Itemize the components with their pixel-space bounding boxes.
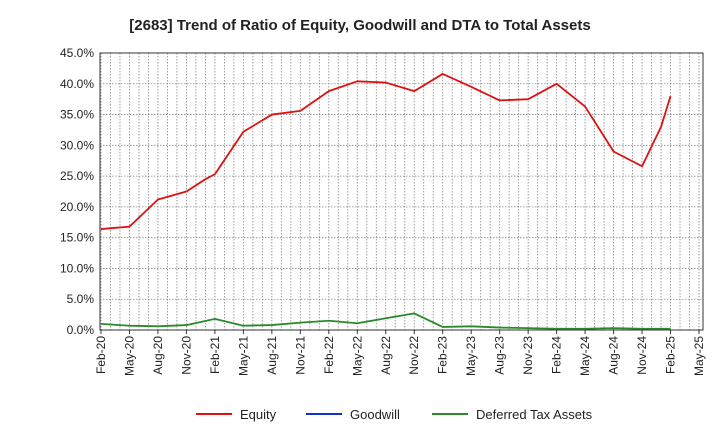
x-tick-label: Aug-24 [607, 336, 621, 375]
x-tick-label: Nov-23 [521, 336, 535, 375]
series-layer [100, 73, 672, 330]
x-tick-label: Feb-25 [664, 336, 678, 374]
x-tick-label: Feb-20 [94, 336, 108, 374]
x-tick-label: Aug-21 [265, 336, 279, 375]
x-tick-label: Nov-24 [635, 336, 649, 375]
x-tick-label: Nov-22 [407, 336, 421, 375]
y-tick-label: 25.0% [60, 169, 94, 183]
x-tick-label: May-22 [350, 336, 364, 376]
y-tick-label: 5.0% [67, 292, 95, 306]
x-tick-label: Feb-24 [550, 336, 564, 374]
y-axis: 0.0% 5.0% 10.0% 15.0% 20.0% 25.0% 30.0% 35.0% 40… [60, 46, 94, 337]
x-tick-label: May-25 [692, 336, 706, 376]
plot-area [100, 53, 703, 330]
y-tick-label: 30.0% [60, 138, 94, 152]
x-axis: Feb-20 May-20 Aug-20 Nov-20 Feb-21 May-21 Aug-… [94, 330, 706, 376]
x-tick-label: May-20 [122, 336, 136, 376]
x-tick-label: May-21 [236, 336, 250, 376]
legend-label: Deferred Tax Assets [476, 407, 593, 422]
x-tick-label: May-24 [578, 336, 592, 376]
x-tick-label: Aug-20 [151, 336, 165, 375]
x-tick-label: Nov-20 [179, 336, 193, 375]
y-tick-label: 35.0% [60, 108, 94, 122]
y-tick-label: 45.0% [60, 46, 94, 60]
x-tick-label: Aug-22 [379, 336, 393, 375]
x-tick-label: May-23 [464, 336, 478, 376]
y-tick-label: 15.0% [60, 231, 94, 245]
y-tick-label: 20.0% [60, 200, 94, 214]
x-tick-label: Aug-23 [493, 336, 507, 375]
x-tick-label: Feb-23 [436, 336, 450, 374]
grid-lines [100, 52, 703, 331]
x-tick-label: Feb-22 [322, 336, 336, 374]
y-tick-label: 40.0% [60, 77, 94, 91]
x-tick-label: Feb-21 [208, 336, 222, 374]
x-tick-label: Nov-21 [293, 336, 307, 375]
chart-title: [2683] Trend of Ratio of Equity, Goodwil… [129, 17, 590, 34]
legend-label: Equity [240, 407, 277, 422]
series-line-deferred-tax-assets [100, 312, 671, 330]
legend: Equity Goodwill Deferred Tax Assets [196, 407, 593, 422]
series-line-equity [100, 73, 672, 230]
y-tick-label: 10.0% [60, 261, 94, 275]
y-tick-label: 0.0% [67, 323, 95, 337]
legend-label: Goodwill [350, 407, 400, 422]
plot-frame [99, 52, 704, 331]
